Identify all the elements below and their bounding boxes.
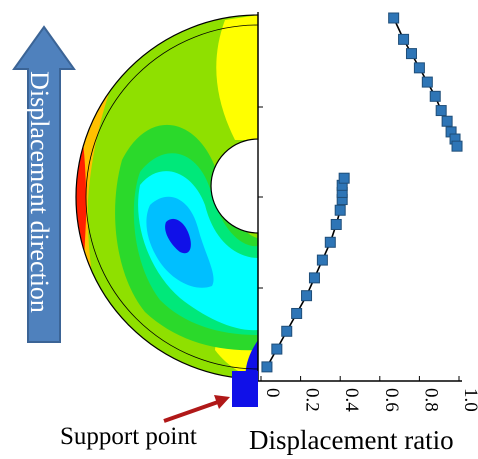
data-point-marker	[316, 254, 328, 266]
displacement-direction-label: Displacement direction	[25, 71, 54, 313]
data-point-marker	[301, 290, 313, 302]
plot-y-ticks	[258, 106, 263, 289]
data-point-marker	[330, 218, 342, 230]
contour-band-blue	[165, 218, 191, 254]
disk-inner-rim	[85, 24, 259, 370]
data-point-marker	[261, 361, 273, 373]
x-tick-label: 0.8	[420, 388, 441, 412]
x-tick-label: 1.0	[460, 388, 478, 412]
x-axis-title: Displacement ratio	[249, 425, 454, 455]
data-point-marker	[308, 272, 320, 284]
displacement-direction-arrow: Displacement direction	[12, 25, 76, 343]
series-markers	[261, 12, 463, 373]
data-point-marker	[441, 115, 453, 127]
contour-band-red	[76, 100, 87, 320]
contour-bands	[76, 15, 258, 379]
plot-x-tick-labels: 0 0.2 0.4 0.6 0.8 1.0	[262, 388, 478, 412]
series-line	[266, 177, 345, 368]
data-point-marker	[338, 172, 350, 184]
ratio-plot: 0 0.2 0.4 0.6 0.8 1.0	[257, 12, 478, 412]
contour-band-yellow-top	[216, 15, 258, 140]
support-point-block	[232, 371, 258, 407]
data-point-marker	[429, 90, 441, 102]
data-point-marker	[388, 12, 400, 24]
data-point-marker	[405, 48, 417, 60]
data-point-marker	[281, 325, 293, 337]
plot-x-ticks	[260, 376, 460, 381]
data-point-marker	[398, 33, 410, 45]
data-point-marker	[413, 62, 425, 74]
data-point-marker	[334, 204, 346, 216]
data-point-marker	[451, 140, 463, 152]
support-point-label: Support point	[60, 423, 197, 450]
contour-half-disk	[75, 14, 259, 380]
data-point-marker	[291, 307, 303, 319]
x-tick-label: 0.4	[341, 388, 362, 412]
support-pointer-arrow	[163, 395, 230, 423]
x-tick-label: 0.6	[381, 388, 402, 412]
x-tick-label: 0	[262, 388, 283, 398]
x-tick-label: 0.2	[302, 388, 323, 412]
data-point-marker	[271, 343, 283, 355]
data-point-marker	[324, 236, 336, 248]
data-point-marker	[435, 105, 447, 117]
data-point-marker	[421, 76, 433, 88]
disk-outline	[75, 14, 259, 380]
